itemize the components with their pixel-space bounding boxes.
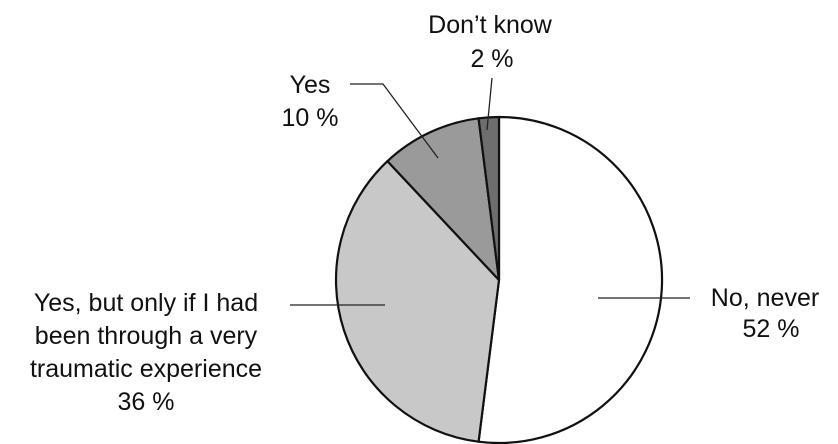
- slice-label-no-never: No, never 52 %: [711, 284, 819, 343]
- value-text: 10 %: [282, 104, 339, 132]
- slice-label-dont-know: Don’t know 2 %: [428, 11, 553, 73]
- leader-line-dont-know: [486, 77, 493, 131]
- pie-slice-2: [386, 117, 501, 282]
- pie-slice-1: [334, 160, 501, 443]
- label-line-3: traumatic experience: [30, 355, 262, 383]
- pie-slices: [334, 115, 664, 444]
- label-text: No, never: [711, 284, 819, 312]
- value-text: 2 %: [470, 45, 513, 73]
- slice-label-yes: Yes 10 %: [282, 71, 339, 132]
- pie-slice-0: [477, 115, 664, 444]
- slice-label-yes-but-only: Yes, but only if I had been through a ve…: [30, 289, 262, 416]
- label-text: Yes: [290, 71, 331, 99]
- label-text: Don’t know: [428, 11, 553, 39]
- value-text: 52 %: [743, 315, 800, 343]
- label-line-2: been through a very: [35, 322, 258, 350]
- leader-line-yes: [350, 83, 439, 159]
- label-line-1: Yes, but only if I had: [34, 289, 258, 317]
- value-text: 36 %: [118, 388, 175, 416]
